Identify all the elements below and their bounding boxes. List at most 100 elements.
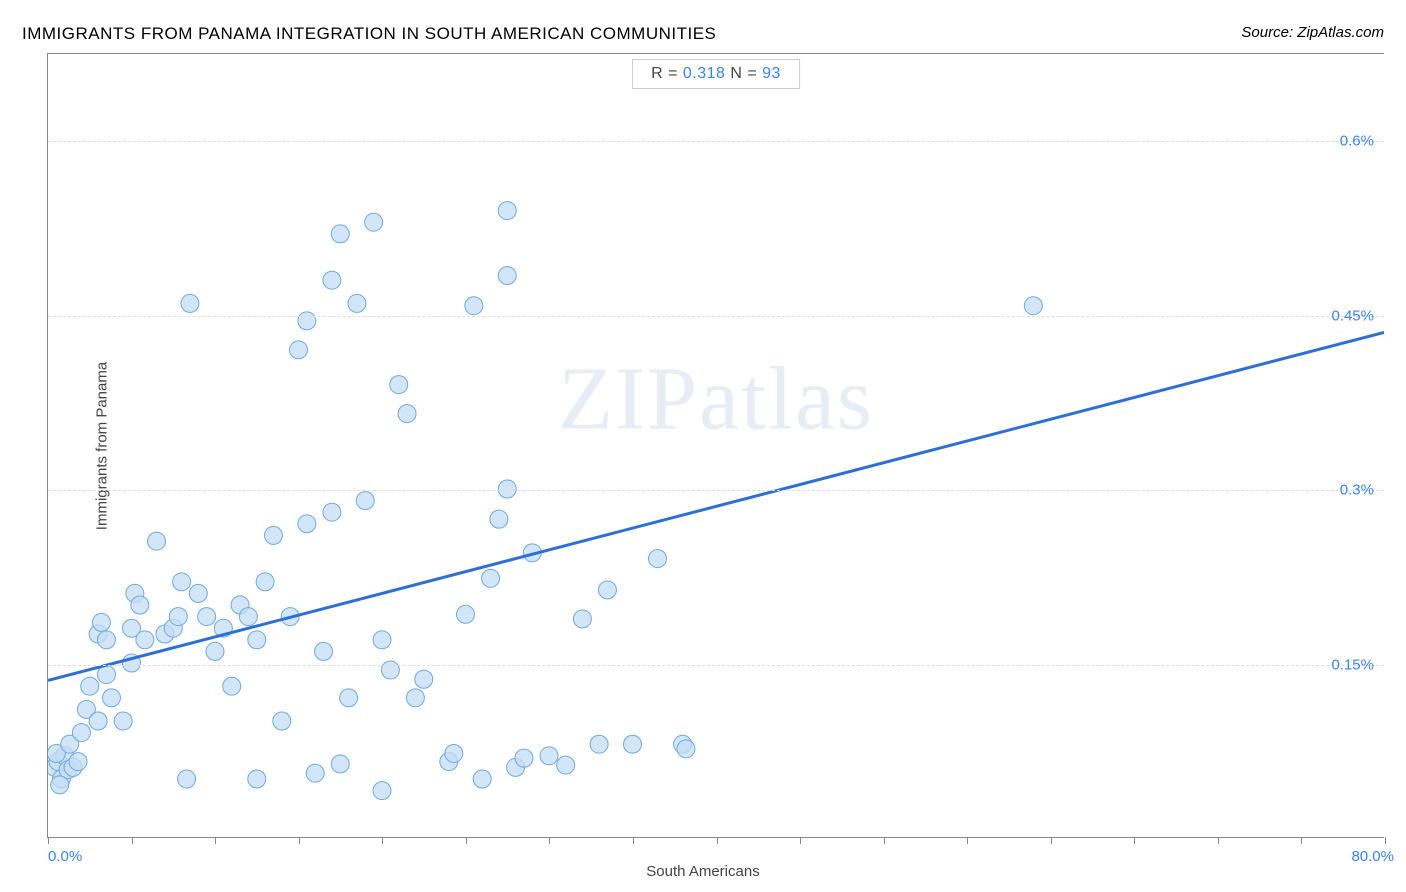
scatter-point bbox=[92, 613, 110, 631]
scatter-point bbox=[181, 294, 199, 312]
scatter-point bbox=[590, 735, 608, 753]
scatter-point bbox=[356, 492, 374, 510]
scatter-point bbox=[256, 573, 274, 591]
scatter-point bbox=[498, 202, 516, 220]
x-tick bbox=[466, 837, 467, 844]
source-link[interactable]: ZipAtlas.com bbox=[1297, 24, 1384, 41]
scatter-point bbox=[348, 294, 366, 312]
x-tick bbox=[382, 837, 383, 844]
x-axis-title: South Americans bbox=[646, 863, 759, 880]
gridline-horizontal bbox=[48, 490, 1384, 491]
x-tick bbox=[967, 837, 968, 844]
scatter-point bbox=[290, 341, 308, 359]
scatter-point bbox=[114, 712, 132, 730]
scatter-point bbox=[223, 677, 241, 695]
x-tick-label: 0.0% bbox=[48, 848, 82, 865]
x-tick bbox=[800, 837, 801, 844]
x-tick bbox=[549, 837, 550, 844]
x-tick bbox=[215, 837, 216, 844]
scatter-point bbox=[178, 770, 196, 788]
scatter-point bbox=[72, 724, 90, 742]
x-tick bbox=[1385, 837, 1386, 844]
scatter-point bbox=[340, 689, 358, 707]
scatter-point bbox=[649, 550, 667, 568]
x-tick bbox=[1051, 837, 1052, 844]
scatter-point bbox=[315, 642, 333, 660]
scatter-point bbox=[482, 569, 500, 587]
scatter-point bbox=[248, 631, 266, 649]
stats-box: R = 0.318 N = 93 bbox=[632, 59, 800, 89]
source-attribution: Source: ZipAtlas.com bbox=[1241, 24, 1384, 41]
scatter-point bbox=[331, 755, 349, 773]
scatter-point bbox=[331, 225, 349, 243]
y-tick-label: 0.45% bbox=[1331, 307, 1374, 324]
x-tick bbox=[132, 837, 133, 844]
scatter-point bbox=[102, 689, 120, 707]
scatter-point bbox=[465, 297, 483, 315]
scatter-point bbox=[373, 631, 391, 649]
scatter-point bbox=[206, 642, 224, 660]
scatter-point bbox=[81, 677, 99, 695]
r-label: R = bbox=[651, 65, 683, 82]
scatter-point bbox=[1024, 297, 1042, 315]
x-tick bbox=[884, 837, 885, 844]
y-tick-label: 0.3% bbox=[1340, 482, 1374, 499]
n-label: N = bbox=[725, 65, 762, 82]
scatter-point bbox=[573, 610, 591, 628]
scatter-point bbox=[390, 376, 408, 394]
scatter-point bbox=[498, 267, 516, 285]
scatter-point bbox=[51, 776, 69, 794]
x-tick bbox=[633, 837, 634, 844]
scatter-point bbox=[173, 573, 191, 591]
gridline-horizontal bbox=[48, 141, 1384, 142]
scatter-point bbox=[365, 213, 383, 231]
x-tick bbox=[48, 837, 49, 844]
x-tick-label: 80.0% bbox=[1351, 848, 1394, 865]
scatter-svg bbox=[48, 54, 1384, 837]
scatter-point bbox=[97, 631, 115, 649]
source-label: Source: bbox=[1241, 24, 1297, 41]
scatter-point bbox=[323, 503, 341, 521]
scatter-point bbox=[498, 480, 516, 498]
scatter-point bbox=[540, 747, 558, 765]
chart-title: IMMIGRANTS FROM PANAMA INTEGRATION IN SO… bbox=[22, 24, 716, 44]
scatter-point bbox=[473, 770, 491, 788]
scatter-point bbox=[415, 670, 433, 688]
scatter-point bbox=[248, 770, 266, 788]
scatter-point bbox=[406, 689, 424, 707]
scatter-point bbox=[189, 584, 207, 602]
scatter-point bbox=[323, 271, 341, 289]
scatter-point bbox=[239, 608, 257, 626]
scatter-point bbox=[264, 526, 282, 544]
scatter-point bbox=[136, 631, 154, 649]
scatter-point bbox=[677, 740, 695, 758]
scatter-point bbox=[198, 608, 216, 626]
gridline-horizontal bbox=[48, 665, 1384, 666]
x-tick bbox=[1301, 837, 1302, 844]
x-tick bbox=[717, 837, 718, 844]
scatter-point bbox=[131, 596, 149, 614]
scatter-point bbox=[148, 532, 166, 550]
scatter-point bbox=[298, 312, 316, 330]
scatter-point bbox=[557, 756, 575, 774]
x-tick bbox=[299, 837, 300, 844]
gridline-horizontal bbox=[48, 316, 1384, 317]
scatter-point bbox=[306, 764, 324, 782]
scatter-point bbox=[89, 712, 107, 730]
x-tick bbox=[1218, 837, 1219, 844]
scatter-point bbox=[298, 515, 316, 533]
scatter-point bbox=[169, 608, 187, 626]
r-value: 0.318 bbox=[683, 65, 726, 82]
x-tick bbox=[1134, 837, 1135, 844]
plot-area: R = 0.318 N = 93 ZIPatlas 0.15%0.3%0.45%… bbox=[47, 53, 1384, 838]
y-tick-label: 0.6% bbox=[1340, 133, 1374, 150]
scatter-point bbox=[69, 753, 87, 771]
trendline bbox=[48, 332, 1384, 680]
scatter-point bbox=[624, 735, 642, 753]
scatter-point bbox=[398, 405, 416, 423]
scatter-point bbox=[598, 581, 616, 599]
scatter-point bbox=[445, 745, 463, 763]
scatter-point bbox=[373, 782, 391, 800]
n-value: 93 bbox=[762, 65, 781, 82]
scatter-point bbox=[457, 605, 475, 623]
